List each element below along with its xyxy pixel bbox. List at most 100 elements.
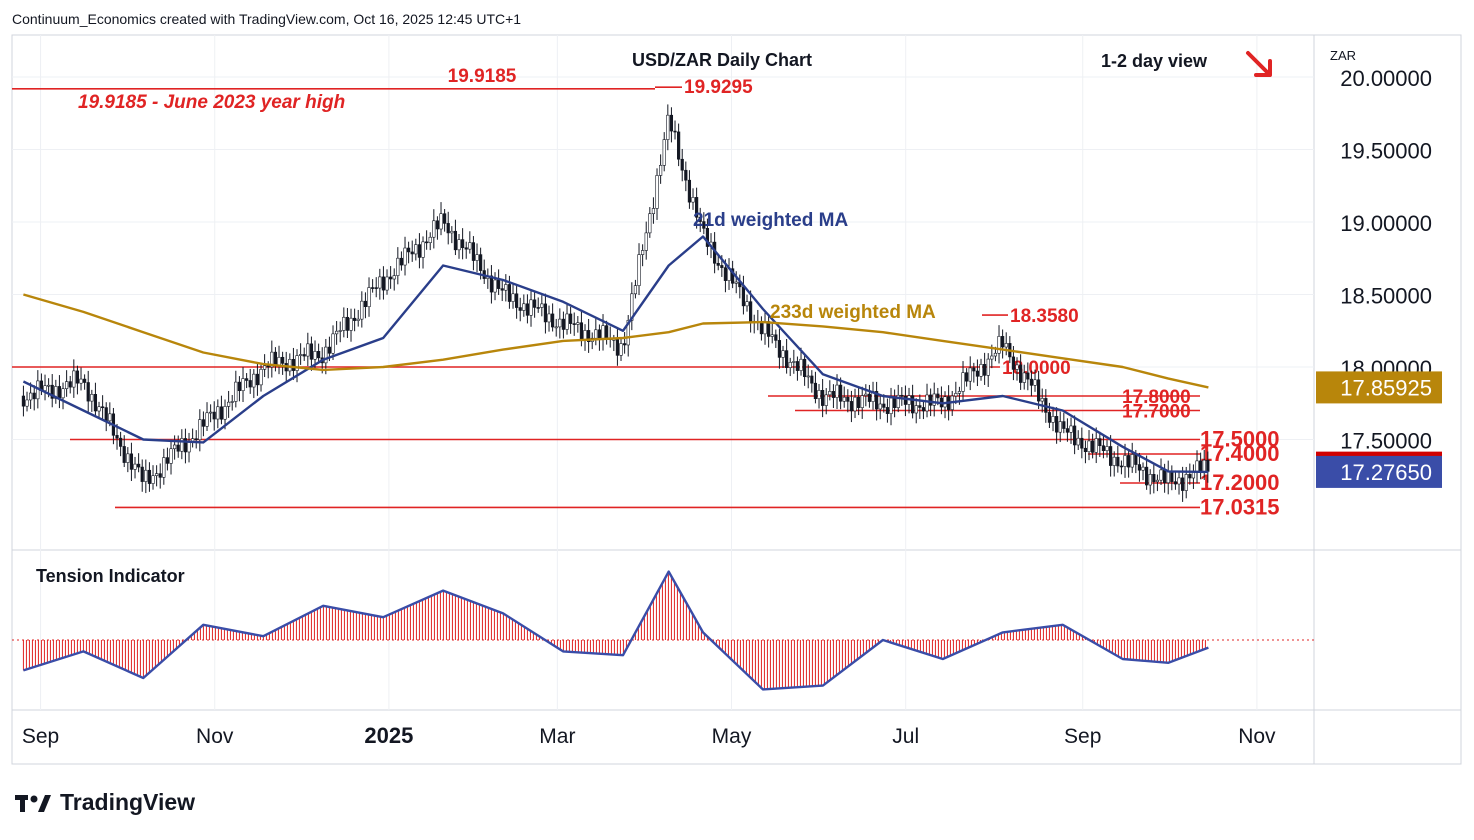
- candle-body: [367, 287, 371, 308]
- candle-body: [410, 251, 414, 255]
- candle-body: [662, 139, 666, 166]
- candle-body: [104, 407, 108, 422]
- candle-body: [140, 466, 144, 482]
- candle-body: [259, 368, 263, 386]
- candle-body: [1101, 445, 1106, 451]
- annotation-year-high: 19.9185 - June 2023 year high: [78, 92, 345, 113]
- candle-body: [227, 401, 231, 407]
- candle-body: [147, 469, 152, 484]
- candle-body: [173, 444, 177, 450]
- candle-body: [806, 375, 810, 378]
- candle-body: [270, 351, 274, 368]
- candle-body: [878, 403, 882, 410]
- candle-body: [1159, 469, 1163, 481]
- candle-body: [21, 395, 26, 407]
- candle-body: [522, 303, 526, 311]
- x-tick-label: May: [712, 725, 752, 748]
- view-horizon: 1-2 day view: [1101, 51, 1208, 71]
- candle-body: [803, 358, 807, 377]
- candle-body: [479, 254, 483, 271]
- candle-body: [32, 392, 36, 400]
- candle-body: [525, 303, 530, 316]
- tradingview-logo[interactable]: TradingView: [14, 789, 195, 816]
- candle-body: [965, 372, 969, 382]
- candle-body: [587, 330, 591, 342]
- candle-body: [212, 411, 216, 420]
- candle-body: [299, 354, 303, 356]
- candle-body: [936, 393, 940, 399]
- candle-body: [961, 372, 965, 392]
- candle-body: [911, 395, 915, 414]
- candle-body: [749, 301, 753, 323]
- y-tick-label: 19.00000: [1340, 211, 1432, 236]
- x-tick-label: Mar: [539, 725, 575, 748]
- price-badge: [1316, 455, 1442, 488]
- candle-body: [234, 381, 238, 402]
- candle-body: [619, 343, 623, 356]
- candle-body: [25, 399, 29, 407]
- candle-body: [439, 213, 443, 230]
- candle-body: [1155, 479, 1160, 483]
- candle-body: [867, 393, 872, 402]
- level-label: 17.0315: [1200, 494, 1280, 519]
- candle-body: [666, 114, 670, 140]
- candle-body: [795, 361, 800, 371]
- candle-body: [317, 351, 321, 359]
- candle-body: [824, 394, 828, 406]
- candle-body: [187, 441, 191, 453]
- candle-body: [605, 325, 609, 339]
- candle-body: [561, 318, 566, 330]
- label-233d-ma: 233d weighted MA: [770, 302, 936, 323]
- candle-body: [817, 390, 821, 400]
- tradingview-logo-icon: [15, 794, 51, 812]
- currency-label: ZAR: [1330, 48, 1356, 63]
- candle-body: [126, 453, 130, 463]
- candle-body: [1188, 474, 1192, 479]
- candle-body: [158, 473, 162, 478]
- candle-body: [1173, 481, 1178, 485]
- candle-body: [248, 380, 252, 388]
- candle-body: [457, 239, 461, 251]
- candle-body: [93, 394, 98, 412]
- candle-body: [1109, 446, 1113, 466]
- candle-body: [201, 419, 206, 427]
- candle-body: [1134, 454, 1138, 465]
- candle-body: [29, 392, 33, 401]
- candle-body: [1184, 474, 1188, 491]
- candle-body: [428, 236, 432, 243]
- candle-body: [1047, 412, 1052, 423]
- tension-indicator-pane: [12, 570, 1314, 691]
- candle-body: [1015, 364, 1019, 370]
- candle-body: [601, 325, 605, 340]
- candle-body: [745, 301, 749, 307]
- candle-body: [540, 303, 544, 308]
- candle-body: [241, 378, 245, 392]
- candle-body: [957, 391, 962, 394]
- candle-body: [551, 313, 555, 328]
- candle-body: [954, 393, 958, 397]
- candle-body: [180, 438, 184, 452]
- candle-body: [511, 293, 515, 302]
- level-label: 17.2000: [1200, 470, 1280, 495]
- candle-body: [695, 197, 699, 218]
- x-tick-label: Nov: [1238, 725, 1276, 748]
- candle-body: [720, 265, 724, 268]
- candle-body: [576, 322, 580, 325]
- candle-body: [86, 382, 90, 402]
- tradingview-logo-text: TradingView: [60, 789, 196, 815]
- candle-body: [338, 330, 342, 332]
- candle-body: [90, 394, 94, 402]
- candle-body: [677, 131, 681, 160]
- candle-body: [1083, 447, 1088, 453]
- x-tick-label: Sep: [1064, 725, 1101, 748]
- candle-body: [1094, 438, 1098, 453]
- candle-body: [792, 361, 796, 363]
- candle-body: [245, 378, 249, 381]
- y-axis-tick-labels: 20.0000019.5000019.0000018.5000018.00000…: [1340, 66, 1432, 454]
- candle-body: [1033, 379, 1037, 386]
- candle-body: [79, 378, 83, 384]
- level-label: 17.4000: [1200, 441, 1280, 466]
- candle-body: [1073, 425, 1077, 446]
- candle-body: [990, 355, 994, 360]
